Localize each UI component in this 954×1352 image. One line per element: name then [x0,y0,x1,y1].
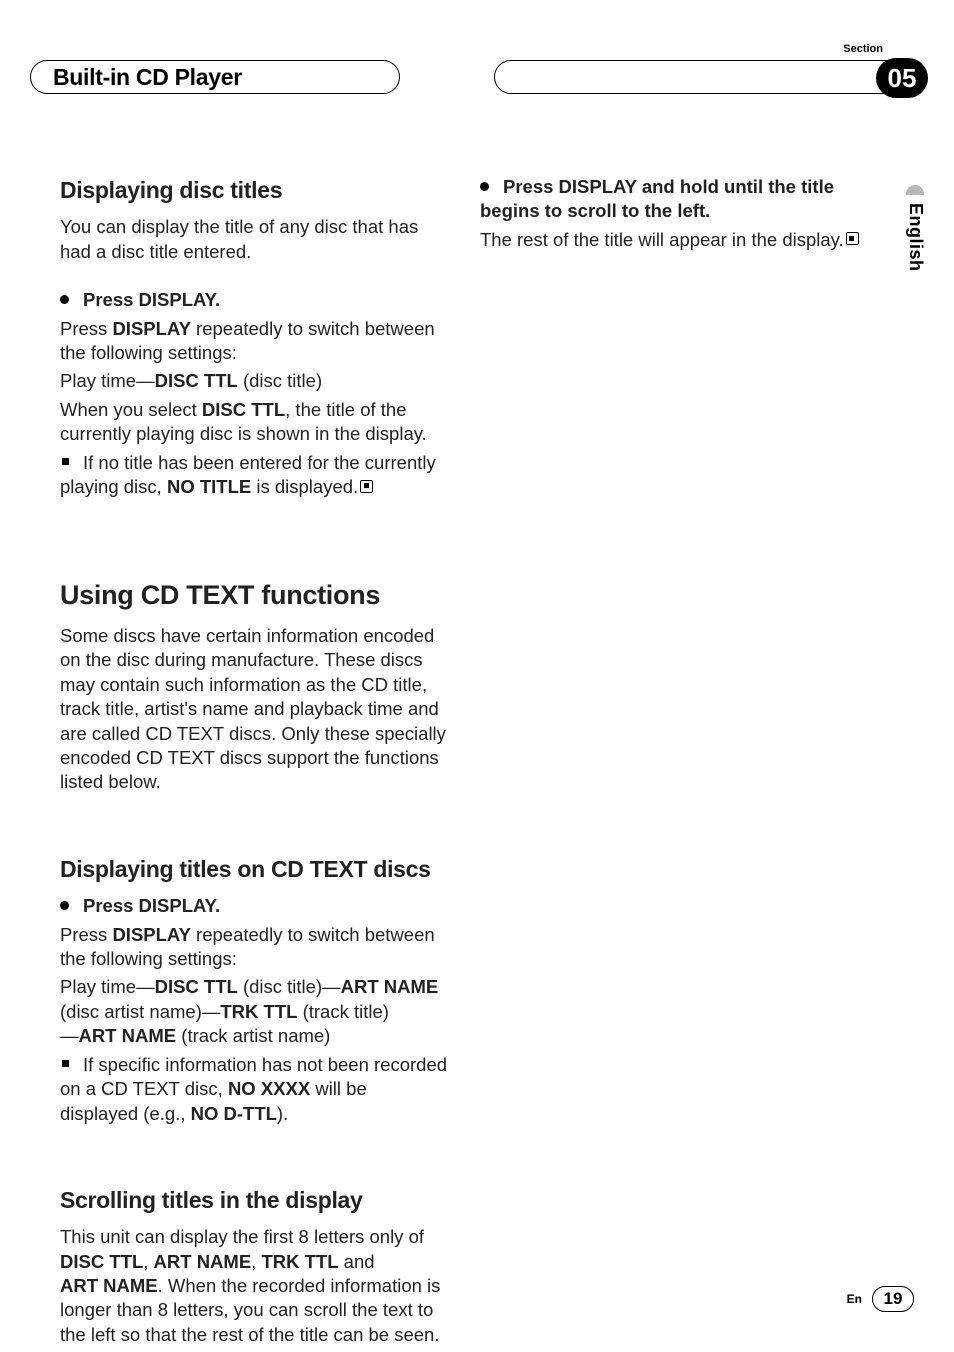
step-text: Press DISPLAY. [83,895,220,916]
para: This unit can display the first 8 letter… [60,1225,450,1347]
step: Press DISPLAY and hold until the title b… [480,175,870,224]
step: Press DISPLAY. [60,894,450,918]
header-title-pill: Built-in CD Player [30,60,400,94]
para: Some discs have certain information enco… [60,624,450,795]
content-area: Displaying disc titles You can display t… [60,175,870,1351]
language-side-tab: English [906,185,924,310]
heading-displaying-disc-titles: Displaying disc titles [60,175,450,205]
step-text: Press DISPLAY and hold until the title b… [480,176,834,221]
page-number-badge: 19 [872,1286,914,1312]
para: Press DISPLAY repeatedly to switch betwe… [60,923,450,972]
page-footer: En 19 [847,1286,914,1312]
para: The rest of the title will appear in the… [480,228,870,252]
right-column: Press DISPLAY and hold until the title b… [480,175,870,1351]
step: Press DISPLAY. [60,288,450,312]
section-label: Section [843,43,883,55]
chapter-title: Built-in CD Player [53,64,242,91]
header-right-pill: Section 05 [494,60,924,94]
side-tab-language: English [905,203,926,272]
end-mark-icon [360,480,373,493]
para: Play time—DISC TTL (disc title)—ART NAME… [60,975,450,1048]
footer-language: En [847,1292,862,1306]
step-text: Press DISPLAY. [83,289,220,310]
heading-displaying-titles-cd-text: Displaying titles on CD TEXT discs [60,854,450,884]
end-mark-icon [846,232,859,245]
round-bullet-icon [60,901,69,910]
note: If specific information has not been rec… [60,1053,450,1126]
para: When you select DISC TTL, the title of t… [60,398,450,447]
heading-using-cd-text: Using CD TEXT functions [60,578,450,614]
para: Press DISPLAY repeatedly to switch betwe… [60,317,450,366]
para: You can display the title of any disc th… [60,215,450,264]
round-bullet-icon [480,182,489,191]
para: Play time—DISC TTL (disc title) [60,369,450,393]
square-bullet-icon [62,1060,69,1067]
page-header: Built-in CD Player Section 05 [30,50,924,95]
side-tab-cap [906,185,924,195]
note: If no title has been entered for the cur… [60,451,450,500]
round-bullet-icon [60,295,69,304]
section-number-badge: 05 [876,58,928,98]
heading-scrolling-titles: Scrolling titles in the display [60,1185,450,1215]
square-bullet-icon [62,458,69,465]
left-column: Displaying disc titles You can display t… [60,175,450,1351]
